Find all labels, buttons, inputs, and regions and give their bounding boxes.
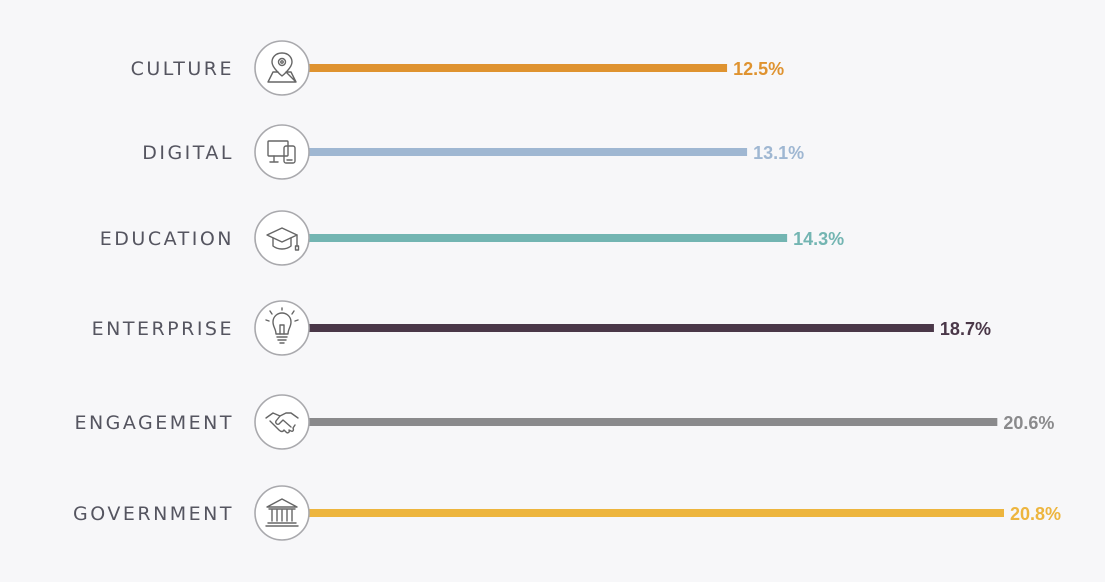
category-label: ENGAGEMENT (74, 412, 234, 434)
category-label: CULTURE (131, 58, 234, 80)
value-label: 13.1% (753, 143, 804, 163)
bar (306, 324, 934, 332)
graduation-cap-icon (254, 210, 310, 266)
value-label: 20.6% (1003, 413, 1054, 433)
category-label: ENTERPRISE (92, 318, 234, 340)
value-label: 14.3% (793, 229, 844, 249)
bar (306, 234, 788, 242)
map-pin-icon (254, 40, 310, 96)
category-label: DIGITAL (142, 142, 234, 164)
chart-row-digital: DIGITAL 13.1% (142, 124, 804, 180)
value-label: 20.8% (1010, 504, 1061, 524)
chart-row-culture: CULTURE 12.5% (131, 40, 784, 96)
handshake-icon (254, 394, 310, 450)
government-building-icon (254, 485, 310, 541)
devices-icon (254, 124, 310, 180)
value-label: 12.5% (733, 59, 784, 79)
chart-rows: CULTURE 12.5% DIGITAL 13.1% EDUCATION 14.3% EN… (73, 40, 1061, 541)
lightbulb-icon (254, 300, 310, 356)
bar (306, 64, 728, 72)
chart-row-government: GOVERNMENT 20.8% (73, 485, 1061, 541)
bar (306, 509, 1004, 517)
bar (306, 418, 998, 426)
category-label: EDUCATION (100, 228, 234, 250)
chart-row-education: EDUCATION 14.3% (100, 210, 844, 266)
chart-row-engagement: ENGAGEMENT 20.6% (74, 394, 1054, 450)
chart-row-enterprise: ENTERPRISE 18.7% (92, 300, 991, 356)
value-label: 18.7% (940, 319, 991, 339)
category-label: GOVERNMENT (73, 503, 234, 525)
bar (306, 148, 748, 156)
